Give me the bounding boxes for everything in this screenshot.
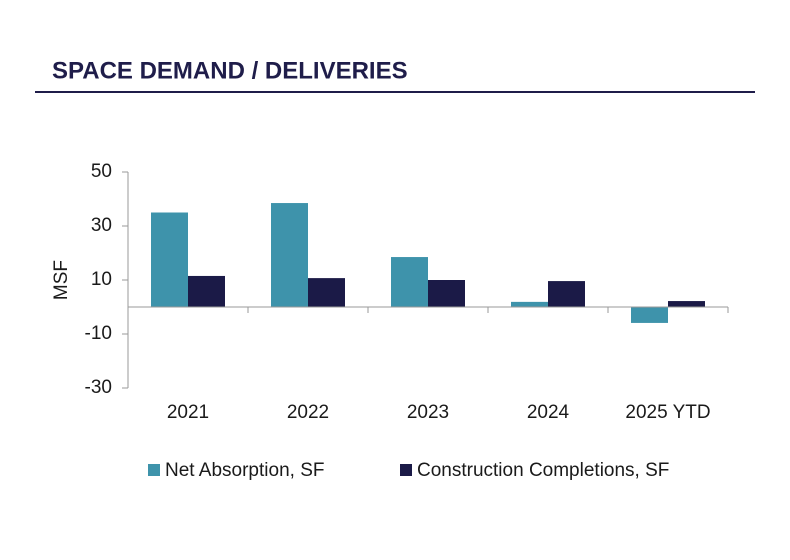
x-tick-label: 2023 [407,402,449,423]
bar [668,301,705,307]
legend-swatch [400,464,412,476]
y-tick-label: 50 [91,161,112,182]
x-tick-label: 2024 [527,402,570,423]
chart-title: SPACE DEMAND / DELIVERIES [52,57,408,84]
bar [511,301,548,307]
bar [428,280,465,307]
legend-swatch [148,464,160,476]
bar [308,278,345,307]
legend-label: Net Absorption, SF [165,460,324,481]
bar [548,281,585,307]
bar [631,307,668,323]
x-tick-label: 2022 [287,402,329,423]
y-tick-label: 10 [91,269,112,290]
x-tick-label: 2021 [167,402,209,423]
y-tick-label: -10 [85,323,112,344]
bar [151,212,188,307]
y-axis-label: MSF [51,260,72,300]
y-tick-label: 30 [91,215,112,236]
bar [391,257,428,307]
bar [271,203,308,307]
x-tick-label: 2025 YTD [625,402,710,423]
bar [188,275,225,307]
y-tick-label: -30 [85,377,112,398]
legend-label: Construction Completions, SF [417,460,669,481]
